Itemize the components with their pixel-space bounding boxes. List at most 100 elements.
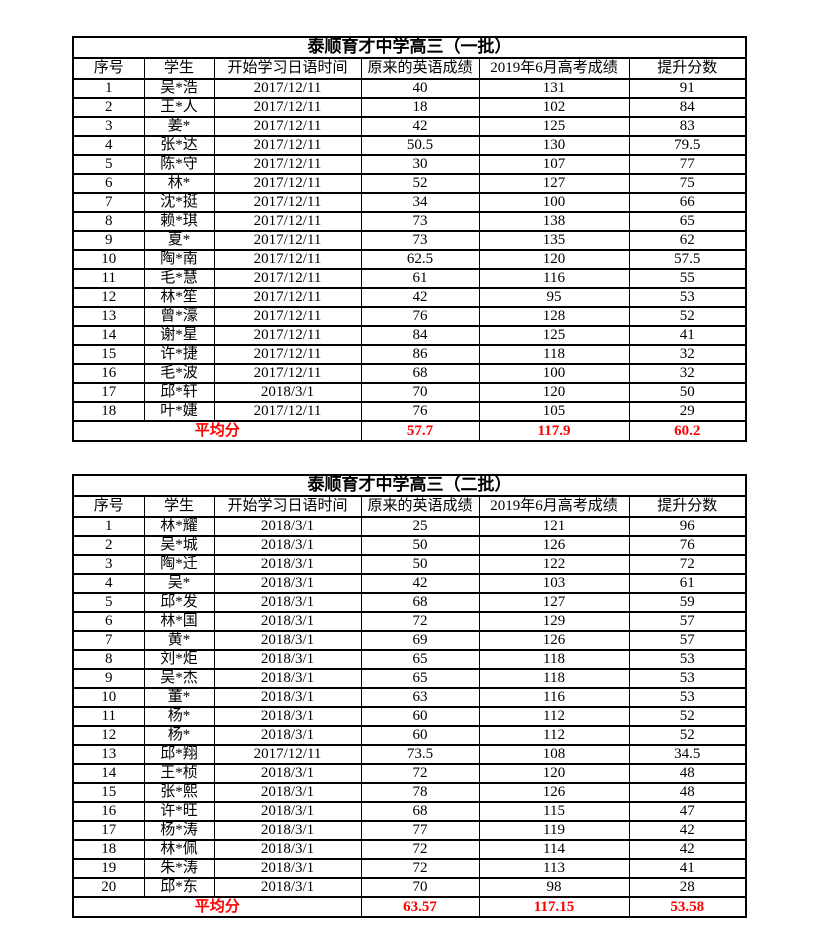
cell-improvement: 42	[628, 839, 747, 860]
cell-improvement: 52	[628, 306, 747, 327]
cell-improvement: 57	[628, 630, 747, 651]
cell-original-english-score: 69	[360, 630, 480, 651]
cell-original-english-score: 50.5	[360, 135, 480, 156]
cell-student: 姜*	[143, 116, 215, 137]
cell-original-english-score: 76	[360, 306, 480, 327]
cell-original-english-score: 18	[360, 97, 480, 118]
student-row: 14 谢*星 2017/12/11 84 125 41	[72, 325, 747, 346]
cell-student: 邱*发	[143, 592, 215, 613]
cell-original-english-score: 50	[360, 554, 480, 575]
cell-index: 13	[72, 306, 145, 327]
student-row: 2 王*人 2017/12/11 18 102 84	[72, 97, 747, 118]
average-value-gaokao-score: 117.15	[478, 896, 630, 918]
cell-original-english-score: 68	[360, 363, 480, 384]
student-row: 17 邱*轩 2018/3/1 70 120 50	[72, 382, 747, 403]
cell-index: 6	[72, 173, 145, 194]
column-header-gaokao-score: 2019年6月高考成绩	[478, 57, 630, 80]
cell-index: 6	[72, 611, 145, 632]
cell-improvement: 47	[628, 801, 747, 822]
cell-start-date: 2018/3/1	[213, 668, 362, 689]
cell-start-date: 2017/12/11	[213, 401, 362, 422]
cell-student: 杨*	[143, 706, 215, 727]
cell-original-english-score: 68	[360, 592, 480, 613]
cell-improvement: 32	[628, 344, 747, 365]
cell-student: 陶*南	[143, 249, 215, 270]
cell-improvement: 84	[628, 97, 747, 118]
cell-student: 毛*慧	[143, 268, 215, 289]
cell-start-date: 2018/3/1	[213, 573, 362, 594]
student-row: 7 黄* 2018/3/1 69 126 57	[72, 630, 747, 651]
cell-start-date: 2017/12/11	[213, 173, 362, 194]
cell-original-english-score: 60	[360, 725, 480, 746]
student-row: 5 陈*守 2017/12/11 30 107 77	[72, 154, 747, 175]
average-value-improvement: 53.58	[628, 896, 747, 918]
cell-index: 13	[72, 744, 145, 765]
cell-start-date: 2018/3/1	[213, 535, 362, 556]
cell-start-date: 2018/3/1	[213, 706, 362, 727]
batch1-table-container: 泰顺育才中学高三（一批） 序号 学生 开始学习日语时间 原来的英语成绩 2019年6月高考…	[72, 36, 747, 442]
cell-index: 19	[72, 858, 145, 879]
cell-gaokao-score: 112	[478, 725, 630, 746]
cell-student: 林*耀	[143, 516, 215, 537]
cell-student: 叶*婕	[143, 401, 215, 422]
cell-student: 毛*波	[143, 363, 215, 384]
cell-index: 11	[72, 706, 145, 727]
cell-student: 吴*杰	[143, 668, 215, 689]
cell-gaokao-score: 114	[478, 839, 630, 860]
cell-original-english-score: 65	[360, 668, 480, 689]
cell-start-date: 2017/12/11	[213, 363, 362, 384]
student-row: 20 邱*东 2018/3/1 70 98 28	[72, 877, 747, 898]
cell-start-date: 2017/12/11	[213, 211, 362, 232]
column-header-original-english-score: 原来的英语成绩	[360, 57, 480, 80]
student-row: 15 许*捷 2017/12/11 86 118 32	[72, 344, 747, 365]
cell-original-english-score: 34	[360, 192, 480, 213]
cell-gaokao-score: 128	[478, 306, 630, 327]
cell-start-date: 2017/12/11	[213, 268, 362, 289]
cell-start-date: 2017/12/11	[213, 306, 362, 327]
cell-start-date: 2018/3/1	[213, 820, 362, 841]
cell-index: 7	[72, 192, 145, 213]
cell-student: 陈*守	[143, 154, 215, 175]
cell-original-english-score: 30	[360, 154, 480, 175]
cell-student: 许*旺	[143, 801, 215, 822]
cell-index: 10	[72, 687, 145, 708]
cell-student: 邱*翔	[143, 744, 215, 765]
table-title: 泰顺育才中学高三（二批）	[72, 474, 747, 497]
cell-student: 林*佩	[143, 839, 215, 860]
cell-gaokao-score: 118	[478, 649, 630, 670]
cell-gaokao-score: 126	[478, 630, 630, 651]
column-header-start-date: 开始学习日语时间	[213, 57, 362, 80]
cell-student: 张*达	[143, 135, 215, 156]
student-row: 2 吴*城 2018/3/1 50 126 76	[72, 535, 747, 556]
cell-index: 15	[72, 344, 145, 365]
cell-index: 2	[72, 97, 145, 118]
cell-start-date: 2017/12/11	[213, 97, 362, 118]
cell-index: 8	[72, 211, 145, 232]
cell-gaokao-score: 131	[478, 78, 630, 99]
cell-start-date: 2018/3/1	[213, 687, 362, 708]
cell-start-date: 2018/3/1	[213, 630, 362, 651]
student-row: 11 毛*慧 2017/12/11 61 116 55	[72, 268, 747, 289]
student-row: 14 王*桢 2018/3/1 72 120 48	[72, 763, 747, 784]
cell-start-date: 2017/12/11	[213, 249, 362, 270]
cell-original-english-score: 65	[360, 649, 480, 670]
cell-original-english-score: 42	[360, 287, 480, 308]
cell-improvement: 52	[628, 725, 747, 746]
cell-student: 林*笙	[143, 287, 215, 308]
cell-student: 朱*涛	[143, 858, 215, 879]
column-header-row: 序号 学生 开始学习日语时间 原来的英语成绩 2019年6月高考成绩 提升分数	[72, 495, 747, 518]
average-label: 平均分	[72, 896, 362, 918]
cell-original-english-score: 72	[360, 839, 480, 860]
cell-improvement: 79.5	[628, 135, 747, 156]
cell-index: 15	[72, 782, 145, 803]
cell-improvement: 66	[628, 192, 747, 213]
cell-gaokao-score: 127	[478, 173, 630, 194]
student-row: 6 林*国 2018/3/1 72 129 57	[72, 611, 747, 632]
student-row: 12 杨* 2018/3/1 60 112 52	[72, 725, 747, 746]
cell-start-date: 2017/12/11	[213, 344, 362, 365]
cell-improvement: 62	[628, 230, 747, 251]
cell-student: 邱*东	[143, 877, 215, 898]
cell-student: 谢*星	[143, 325, 215, 346]
cell-gaokao-score: 95	[478, 287, 630, 308]
